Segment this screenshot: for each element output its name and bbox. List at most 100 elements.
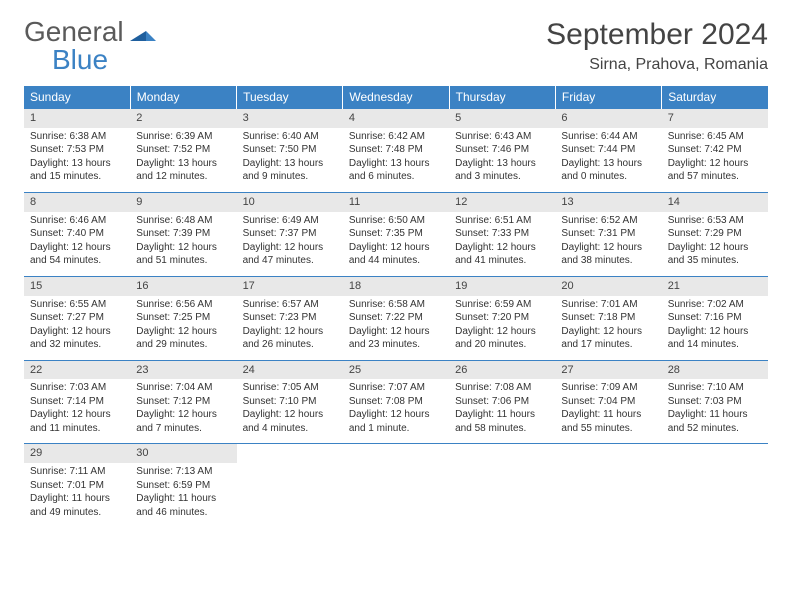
day-line: Sunrise: 6:48 AM [136, 214, 230, 228]
day-line: Sunset: 7:44 PM [561, 143, 655, 157]
day-number: 17 [237, 277, 343, 296]
day-line: Sunrise: 6:42 AM [349, 130, 443, 144]
day-line: Sunset: 7:23 PM [243, 311, 337, 325]
day-text: Sunrise: 7:09 AMSunset: 7:04 PMDaylight:… [555, 379, 661, 443]
day-line: Sunset: 7:04 PM [561, 395, 655, 409]
day-text: Sunrise: 6:44 AMSunset: 7:44 PMDaylight:… [555, 128, 661, 192]
day-line: Sunrise: 6:44 AM [561, 130, 655, 144]
day-text: Sunrise: 7:10 AMSunset: 7:03 PMDaylight:… [662, 379, 768, 443]
day-line: and 26 minutes. [243, 338, 337, 352]
day-text: Sunrise: 6:38 AMSunset: 7:53 PMDaylight:… [24, 128, 130, 192]
day-number: 24 [237, 361, 343, 380]
calendar-cell [343, 444, 449, 527]
day-line: Daylight: 13 hours [349, 157, 443, 171]
day-line: Sunrise: 6:45 AM [668, 130, 762, 144]
day-line: and 51 minutes. [136, 254, 230, 268]
day-number: 4 [343, 109, 449, 128]
day-line: Daylight: 12 hours [243, 408, 337, 422]
day-line: Daylight: 12 hours [349, 241, 443, 255]
day-line: Sunrise: 6:49 AM [243, 214, 337, 228]
day-line: and 32 minutes. [30, 338, 124, 352]
day-line: and 29 minutes. [136, 338, 230, 352]
day-text: Sunrise: 6:45 AMSunset: 7:42 PMDaylight:… [662, 128, 768, 192]
calendar-cell: 11Sunrise: 6:50 AMSunset: 7:35 PMDayligh… [343, 192, 449, 276]
day-line: Sunset: 7:48 PM [349, 143, 443, 157]
day-line: Sunrise: 6:52 AM [561, 214, 655, 228]
calendar-row: 22Sunrise: 7:03 AMSunset: 7:14 PMDayligh… [24, 360, 768, 444]
day-line: Daylight: 12 hours [668, 325, 762, 339]
day-number: 18 [343, 277, 449, 296]
day-line: Daylight: 12 hours [455, 325, 549, 339]
day-text: Sunrise: 6:58 AMSunset: 7:22 PMDaylight:… [343, 296, 449, 360]
day-line: Sunset: 7:22 PM [349, 311, 443, 325]
day-number: 25 [343, 361, 449, 380]
day-number: 3 [237, 109, 343, 128]
logo: General Blue [24, 18, 156, 74]
day-line: Daylight: 12 hours [30, 408, 124, 422]
weekday-header: Sunday [24, 86, 130, 109]
day-line: Sunset: 7:10 PM [243, 395, 337, 409]
calendar-cell: 6Sunrise: 6:44 AMSunset: 7:44 PMDaylight… [555, 109, 661, 193]
calendar-cell: 17Sunrise: 6:57 AMSunset: 7:23 PMDayligh… [237, 276, 343, 360]
day-line: Sunrise: 7:04 AM [136, 381, 230, 395]
title-block: September 2024 Sirna, Prahova, Romania [546, 18, 768, 74]
day-line: Sunrise: 6:40 AM [243, 130, 337, 144]
day-number: 21 [662, 277, 768, 296]
day-line: Daylight: 12 hours [561, 325, 655, 339]
calendar-cell [237, 444, 343, 527]
day-line: Sunrise: 6:51 AM [455, 214, 549, 228]
day-number: 23 [130, 361, 236, 380]
day-line: and 14 minutes. [668, 338, 762, 352]
calendar-cell: 12Sunrise: 6:51 AMSunset: 7:33 PMDayligh… [449, 192, 555, 276]
calendar-cell: 22Sunrise: 7:03 AMSunset: 7:14 PMDayligh… [24, 360, 130, 444]
weekday-header: Friday [555, 86, 661, 109]
day-line: Sunrise: 7:03 AM [30, 381, 124, 395]
day-line: Sunset: 7:50 PM [243, 143, 337, 157]
day-text: Sunrise: 7:07 AMSunset: 7:08 PMDaylight:… [343, 379, 449, 443]
day-line: Daylight: 11 hours [30, 492, 124, 506]
weekday-header: Thursday [449, 86, 555, 109]
day-line: and 6 minutes. [349, 170, 443, 184]
day-text: Sunrise: 6:53 AMSunset: 7:29 PMDaylight:… [662, 212, 768, 276]
day-line: Sunrise: 7:08 AM [455, 381, 549, 395]
day-line: Sunrise: 6:39 AM [136, 130, 230, 144]
day-number: 11 [343, 193, 449, 212]
day-line: Sunrise: 7:01 AM [561, 298, 655, 312]
day-number: 2 [130, 109, 236, 128]
day-line: Sunrise: 6:56 AM [136, 298, 230, 312]
day-line: Daylight: 13 hours [561, 157, 655, 171]
day-line: Sunset: 7:39 PM [136, 227, 230, 241]
day-line: and 52 minutes. [668, 422, 762, 436]
calendar-cell: 24Sunrise: 7:05 AMSunset: 7:10 PMDayligh… [237, 360, 343, 444]
calendar-cell: 16Sunrise: 6:56 AMSunset: 7:25 PMDayligh… [130, 276, 236, 360]
day-line: and 49 minutes. [30, 506, 124, 520]
calendar-cell: 8Sunrise: 6:46 AMSunset: 7:40 PMDaylight… [24, 192, 130, 276]
day-number: 1 [24, 109, 130, 128]
day-line: Sunset: 7:33 PM [455, 227, 549, 241]
calendar-cell: 28Sunrise: 7:10 AMSunset: 7:03 PMDayligh… [662, 360, 768, 444]
calendar-cell: 21Sunrise: 7:02 AMSunset: 7:16 PMDayligh… [662, 276, 768, 360]
day-line: Daylight: 13 hours [30, 157, 124, 171]
day-line: Daylight: 12 hours [668, 241, 762, 255]
day-line: and 1 minute. [349, 422, 443, 436]
day-text: Sunrise: 7:04 AMSunset: 7:12 PMDaylight:… [130, 379, 236, 443]
day-line: Sunset: 7:16 PM [668, 311, 762, 325]
day-text: Sunrise: 6:59 AMSunset: 7:20 PMDaylight:… [449, 296, 555, 360]
day-line: and 47 minutes. [243, 254, 337, 268]
day-line: and 23 minutes. [349, 338, 443, 352]
day-line: and 46 minutes. [136, 506, 230, 520]
day-number: 9 [130, 193, 236, 212]
day-line: and 54 minutes. [30, 254, 124, 268]
calendar-cell: 19Sunrise: 6:59 AMSunset: 7:20 PMDayligh… [449, 276, 555, 360]
day-text: Sunrise: 7:11 AMSunset: 7:01 PMDaylight:… [24, 463, 130, 527]
calendar-cell: 9Sunrise: 6:48 AMSunset: 7:39 PMDaylight… [130, 192, 236, 276]
day-text: Sunrise: 6:51 AMSunset: 7:33 PMDaylight:… [449, 212, 555, 276]
day-text: Sunrise: 7:01 AMSunset: 7:18 PMDaylight:… [555, 296, 661, 360]
day-number: 22 [24, 361, 130, 380]
day-line: Daylight: 11 hours [561, 408, 655, 422]
day-text: Sunrise: 6:39 AMSunset: 7:52 PMDaylight:… [130, 128, 236, 192]
day-line: and 15 minutes. [30, 170, 124, 184]
day-text: Sunrise: 6:57 AMSunset: 7:23 PMDaylight:… [237, 296, 343, 360]
day-text: Sunrise: 7:05 AMSunset: 7:10 PMDaylight:… [237, 379, 343, 443]
day-number: 8 [24, 193, 130, 212]
